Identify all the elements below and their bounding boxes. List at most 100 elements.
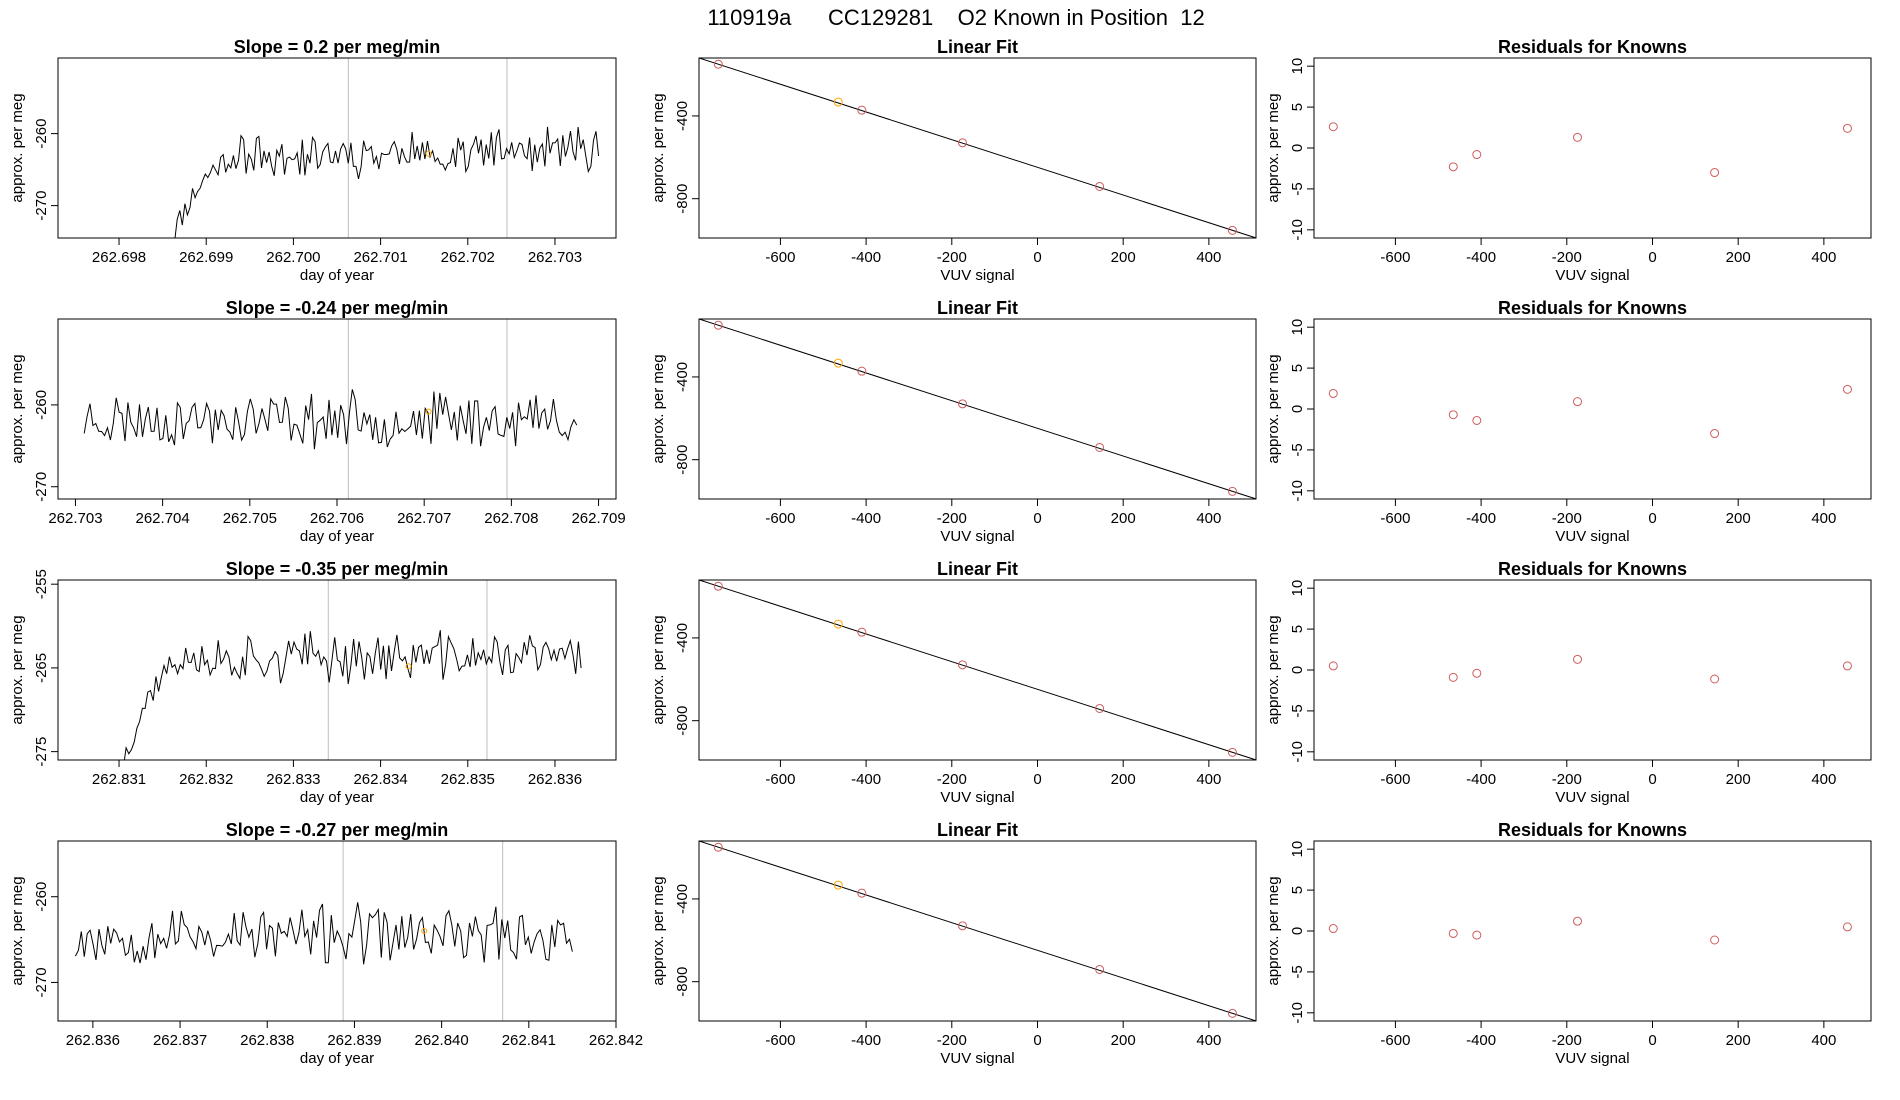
panel-title: Linear Fit [937,298,1018,318]
y-tick-label: -400 [674,362,691,392]
y-tick-label: 0 [1289,666,1306,674]
y-tick-label: 0 [1289,927,1306,935]
x-tick-label: 400 [1811,510,1836,527]
residual-point [1710,674,1720,684]
fit-point [1227,747,1237,757]
y-axis-label: approx. per meg [1265,354,1282,463]
x-axis-label: VUV signal [940,789,1014,806]
x-tick-label: -600 [765,510,795,527]
x-tick-label: 400 [1196,249,1221,266]
fit-line [699,580,1256,760]
y-tick-label: -265 [33,653,50,683]
plot-area [174,58,600,238]
series-line-signal [74,902,573,965]
residual-point [1448,928,1458,938]
x-tick-label: -400 [1466,510,1496,527]
x-tick-label: 0 [1033,249,1041,266]
y-tick-label: -270 [33,472,50,502]
x-tick-label: 0 [1033,510,1041,527]
plot-area [699,580,1256,760]
fit-point [1227,486,1237,496]
x-tick-label: 262.706 [310,510,364,527]
x-tick-label: -400 [851,249,881,266]
plot-area [83,319,578,499]
x-tick-label: 262.699 [179,249,233,266]
fit-point [1095,442,1105,452]
panel-fit-row1: Linear Fit -600 -400 -200 0 200 400 VUV signal -… [650,37,1257,284]
y-tick-label: -10 [1289,1002,1306,1024]
highlight-point [425,408,432,415]
x-tick-label: -600 [1380,249,1410,266]
panel-title: Linear Fit [937,559,1018,579]
y-tick-label: 5 [1289,103,1306,111]
x-tick-label: 262.707 [397,510,451,527]
plot-frame [698,579,1257,761]
y-tick-label: 0 [1289,144,1306,152]
x-tick-label: 262.831 [92,771,146,788]
x-tick-label: -200 [1552,510,1582,527]
residual-point [1472,930,1482,940]
fit-point [958,399,968,409]
y-tick-label: -800 [674,445,691,475]
x-axis-label: day of year [300,789,374,806]
x-tick-label: 400 [1811,1032,1836,1049]
x-tick-label: 200 [1726,771,1751,788]
x-tick-label: 262.700 [266,249,320,266]
x-tick-label: 262.842 [589,1032,643,1049]
y-tick-label: -5 [1289,443,1306,456]
x-axis-label: VUV signal [1555,789,1629,806]
y-tick-label: -10 [1289,480,1306,502]
x-axis-label: VUV signal [1555,1050,1629,1067]
fit-point [833,97,843,107]
highlight-point [425,150,432,157]
y-axis-label: approx. per meg [1265,93,1282,202]
highlight-point [405,663,412,670]
panel-title: Linear Fit [937,37,1018,57]
x-tick-label: -400 [851,771,881,788]
y-tick-label: -800 [674,184,691,214]
x-tick-label: 200 [1111,249,1136,266]
plot-area [1328,122,1852,178]
panel-fit-row2: Linear Fit -600 -400 -200 0 200 400 VUV signal -… [650,298,1257,545]
residual-point [1328,388,1338,398]
y-tick-label: 10 [1289,58,1306,75]
x-tick-label: 200 [1726,510,1751,527]
panel-title: Slope = 0.2 per meg/min [234,37,441,57]
x-tick-label: -200 [937,771,967,788]
panel-res-row3: Residuals for Knowns -600 -400 -200 0 200 400 V… [1265,559,1872,806]
x-tick-label: 262.834 [353,771,407,788]
residual-point [1710,935,1720,945]
panel-line-row3: Slope = -0.35 per meg/min 262.831 262.832 2… [9,559,617,806]
y-axis-label: approx. per meg [650,876,667,985]
x-tick-label: 262.832 [179,771,233,788]
plot-area [1328,384,1852,439]
x-axis-label: day of year [300,267,374,284]
y-axis-label: approx. per meg [9,354,26,463]
x-tick-label: 262.839 [327,1032,381,1049]
fit-line [699,58,1256,238]
y-tick-label: -5 [1289,704,1306,717]
x-tick-label: -400 [1466,249,1496,266]
y-tick-label: -400 [674,101,691,131]
fit-point [713,59,723,69]
y-tick-label: -260 [33,390,50,420]
y-tick-label: 0 [1289,405,1306,413]
x-tick-label: -200 [1552,249,1582,266]
plot-area [123,580,582,760]
fit-point [833,358,843,368]
x-tick-label: 200 [1111,771,1136,788]
x-tick-label: 0 [1648,771,1656,788]
x-tick-label: 400 [1811,771,1836,788]
plot-area [699,319,1256,499]
highlight-point [421,928,428,934]
y-tick-label: -10 [1289,741,1306,763]
x-tick-label: -200 [1552,1032,1582,1049]
panel-title: Residuals for Knowns [1498,37,1687,57]
x-tick-label: 0 [1033,771,1041,788]
x-tick-label: 400 [1196,1032,1221,1049]
fit-point [1227,1008,1237,1018]
y-tick-label: -270 [33,191,50,221]
x-tick-label: 262.702 [441,249,495,266]
y-tick-label: 5 [1289,886,1306,894]
fit-point [857,627,867,637]
